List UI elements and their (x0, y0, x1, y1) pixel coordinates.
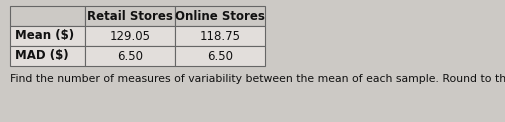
Bar (175, 46, 265, 66)
Text: 6.50: 6.50 (207, 50, 233, 62)
Bar (85, 46, 175, 66)
Text: 118.75: 118.75 (199, 30, 240, 42)
Bar (10, 6, 85, 26)
Text: Online Stores: Online Stores (175, 10, 265, 22)
Text: 129.05: 129.05 (110, 30, 150, 42)
Text: 6.50: 6.50 (117, 50, 143, 62)
Bar (85, 6, 175, 26)
Bar (85, 26, 175, 46)
Text: Mean ($): Mean ($) (15, 30, 74, 42)
Bar (175, 26, 265, 46)
Text: Retail Stores: Retail Stores (87, 10, 173, 22)
Bar (10, 26, 85, 46)
Text: Find the number of measures of variability between the mean of each sample. Roun: Find the number of measures of variabili… (10, 74, 505, 84)
Bar (10, 46, 85, 66)
Text: MAD ($): MAD ($) (15, 50, 69, 62)
Bar (175, 6, 265, 26)
